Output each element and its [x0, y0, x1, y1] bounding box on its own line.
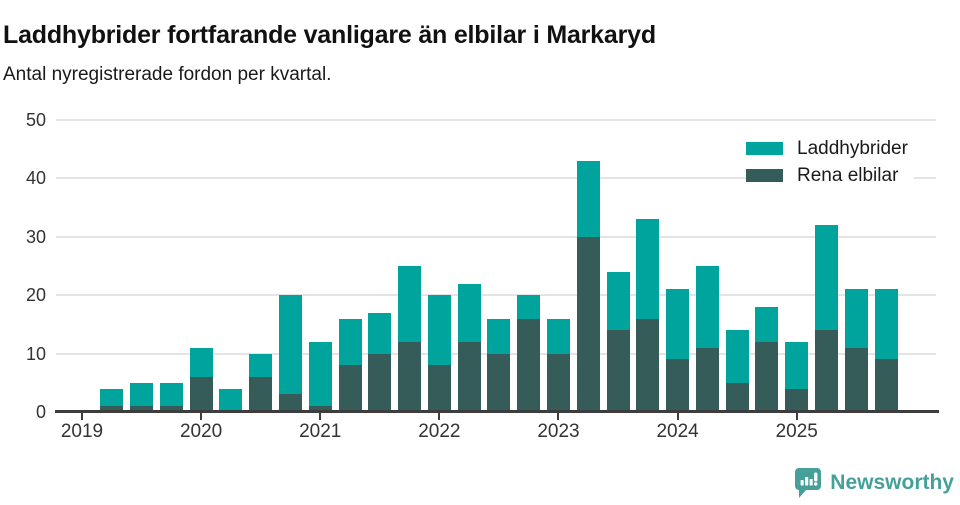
bar-segment-laddhybrider	[844, 289, 868, 348]
bar-segment-laddhybrider	[308, 341, 332, 407]
bar-segment-laddhybrider	[427, 295, 451, 366]
bar-segment-laddhybrider	[338, 318, 362, 366]
bar-segment-laddhybrider	[517, 295, 541, 319]
y-axis-tick-label: 0	[35, 402, 46, 422]
bar-segment-laddhybrider	[576, 160, 600, 237]
x-axis-tick-label: 2019	[60, 421, 104, 442]
chart-title: Laddhybrider fortfarande vanligare än el…	[3, 20, 656, 49]
bar-segment-laddhybrider	[278, 295, 302, 395]
legend-item-rena-elbilar: Rena elbilar	[746, 162, 914, 189]
x-axis-tick-label: 2024	[656, 421, 699, 442]
bar-segment-laddhybrider	[100, 388, 124, 407]
brand-name: Newsworthy	[830, 471, 954, 494]
x-axis-tick	[200, 413, 203, 420]
bar-segment-rena-elbilar	[546, 353, 570, 412]
bar-segment-laddhybrider	[546, 318, 570, 354]
x-axis-tick	[676, 413, 679, 420]
legend: Laddhybrider Rena elbilar	[746, 135, 914, 189]
bar-segment-laddhybrider	[606, 271, 630, 331]
bar-segment-laddhybrider	[666, 289, 690, 360]
bar-segment-laddhybrider	[457, 283, 481, 342]
bar-segment-rena-elbilar	[517, 318, 541, 412]
x-axis-tick-label: 2025	[775, 421, 818, 442]
x-axis-line	[55, 410, 939, 413]
bar-segment-laddhybrider	[398, 266, 422, 342]
rena-elbilar-swatch-icon	[746, 169, 783, 182]
bar-segment-laddhybrider	[785, 341, 809, 389]
bar-segment-rena-elbilar	[844, 347, 868, 412]
bar-segment-laddhybrider	[695, 266, 719, 348]
legend-label: Rena elbilar	[797, 164, 899, 186]
bar-segment-rena-elbilar	[785, 388, 809, 412]
bar-segment-rena-elbilar	[398, 341, 422, 412]
bar-segment-rena-elbilar	[695, 347, 719, 412]
y-axis-tick-label: 50	[25, 110, 46, 130]
bar-segment-rena-elbilar	[368, 353, 392, 412]
gridline-y-50	[56, 119, 936, 121]
bar-segment-laddhybrider	[249, 353, 273, 377]
bar-segment-rena-elbilar	[427, 365, 451, 412]
bar-segment-laddhybrider	[219, 388, 243, 412]
gridline-y-30	[56, 235, 936, 238]
laddhybrider-swatch-icon	[746, 142, 783, 155]
gridline-y-20	[56, 294, 936, 297]
bar-segment-rena-elbilar	[100, 406, 124, 412]
bar-segment-rena-elbilar	[487, 353, 511, 412]
bar-segment-laddhybrider	[368, 312, 392, 354]
bar-segment-rena-elbilar	[308, 406, 332, 412]
bar-segment-rena-elbilar	[815, 330, 838, 412]
bar-segment-rena-elbilar	[249, 376, 273, 412]
bar-segment-laddhybrider	[487, 318, 511, 354]
bar-segment-rena-elbilar	[457, 341, 481, 412]
bar-segment-laddhybrider	[130, 382, 154, 407]
y-axis-tick-label: 20	[25, 285, 46, 306]
chart-subtitle: Antal nyregistrerade fordon per kvartal.	[3, 64, 332, 85]
y-axis-tick-label: 40	[25, 168, 46, 189]
x-axis-tick-label: 2021	[299, 421, 342, 442]
bar-segment-rena-elbilar	[338, 365, 362, 412]
newsworthy-logo-icon	[795, 468, 822, 498]
bar-segment-laddhybrider	[189, 347, 213, 377]
legend-label: Laddhybrider	[797, 137, 908, 159]
x-axis-tick	[81, 413, 83, 420]
y-axis-tick-label: 10	[25, 343, 46, 364]
bar-segment-laddhybrider	[815, 225, 838, 331]
gridline-y-40	[56, 177, 936, 180]
bar-segment-laddhybrider	[636, 219, 660, 319]
bar-segment-rena-elbilar	[636, 318, 660, 412]
bar-segment-rena-elbilar	[278, 394, 302, 412]
x-axis-tick-label: 2020	[179, 421, 223, 442]
legend-item-laddhybrider: Laddhybrider	[746, 135, 914, 162]
bar-segment-rena-elbilar	[755, 341, 779, 412]
bar-segment-rena-elbilar	[725, 382, 749, 412]
bar-segment-rena-elbilar	[666, 359, 690, 412]
bar-segment-laddhybrider	[874, 289, 898, 360]
bar-segment-rena-elbilar	[576, 236, 600, 412]
bar-segment-rena-elbilar	[189, 376, 213, 412]
bar-segment-laddhybrider	[159, 382, 183, 407]
bar-segment-rena-elbilar	[159, 406, 183, 412]
x-axis-tick	[438, 413, 441, 420]
x-axis-tick-label: 2023	[537, 421, 580, 442]
x-axis-tick	[795, 413, 798, 420]
x-axis-tick-label: 2022	[418, 421, 461, 442]
bar-segment-rena-elbilar	[606, 330, 630, 412]
x-axis-tick	[319, 413, 322, 420]
y-axis-tick-label: 30	[25, 226, 46, 247]
bar-segment-laddhybrider	[725, 330, 749, 383]
bar-segment-laddhybrider	[755, 306, 779, 342]
bar-segment-rena-elbilar	[874, 359, 898, 412]
bar-segment-rena-elbilar	[130, 406, 154, 412]
x-axis-tick	[557, 413, 560, 420]
newsworthy-branding: Newsworthy	[794, 467, 954, 499]
